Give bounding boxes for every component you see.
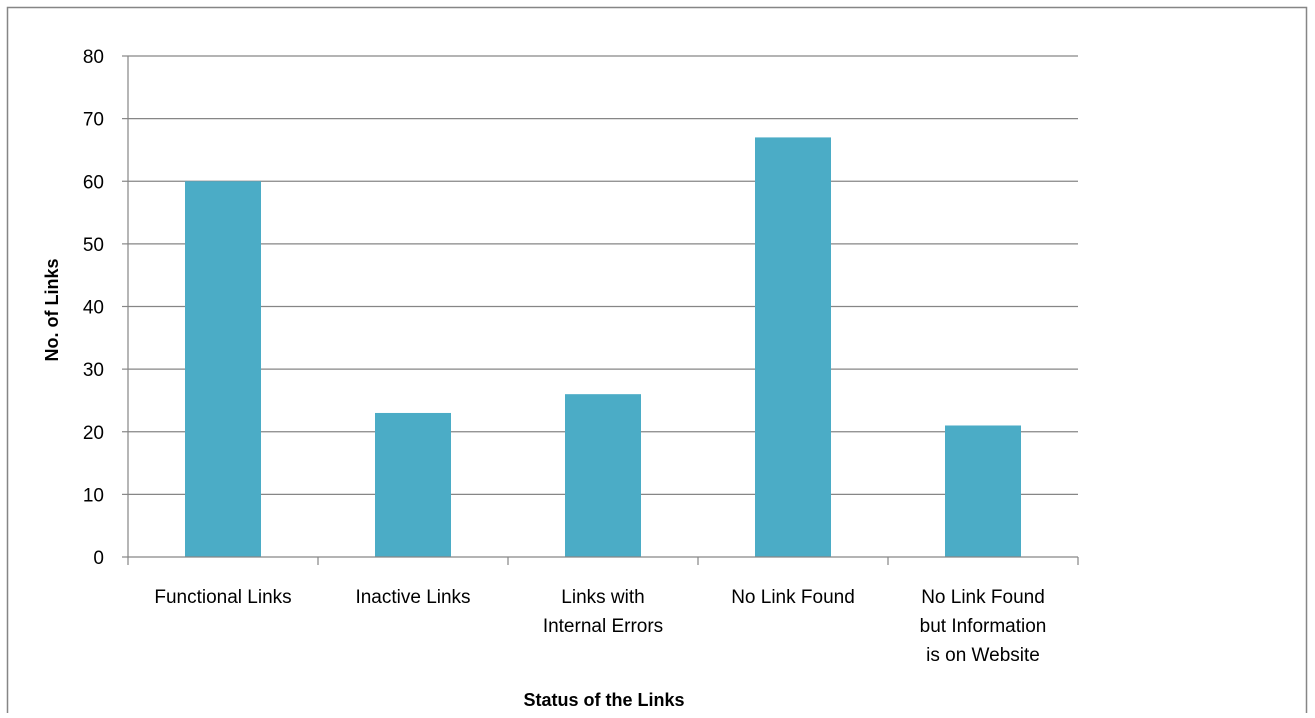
y-tick-label: 70 [83, 110, 104, 131]
bar [375, 412, 451, 557]
y-tick-label: 0 [93, 548, 104, 569]
bars [185, 137, 1021, 557]
x-tick-label: Functional Links [154, 587, 291, 608]
bar [945, 425, 1021, 557]
y-tick-label: 10 [83, 485, 104, 506]
y-tick-labels: 0 10 20 30 40 50 60 70 80 [83, 47, 104, 569]
y-tick-label: 80 [83, 47, 104, 68]
y-tick-label: 20 [83, 423, 104, 444]
x-tick-label: No Link Found [731, 587, 855, 608]
bar [565, 394, 641, 557]
y-tick-label: 40 [83, 298, 104, 319]
y-tick-label: 60 [83, 172, 104, 193]
y-tick-label: 50 [83, 235, 104, 256]
bar [185, 181, 261, 557]
y-axis-title: No. of Links [42, 259, 62, 362]
bar [755, 137, 831, 557]
x-tick-label: No Link Found but Information is on Websit… [920, 587, 1047, 666]
axes [122, 55, 1079, 565]
y-tick-label: 30 [83, 360, 104, 381]
x-tick-label: Links with Internal Errors [543, 587, 663, 637]
x-tick-label: Inactive Links [355, 587, 470, 608]
x-axis-title: Status of the Links [523, 690, 684, 710]
x-tick-labels: Functional Links Inactive Links Links with… [154, 587, 1046, 666]
